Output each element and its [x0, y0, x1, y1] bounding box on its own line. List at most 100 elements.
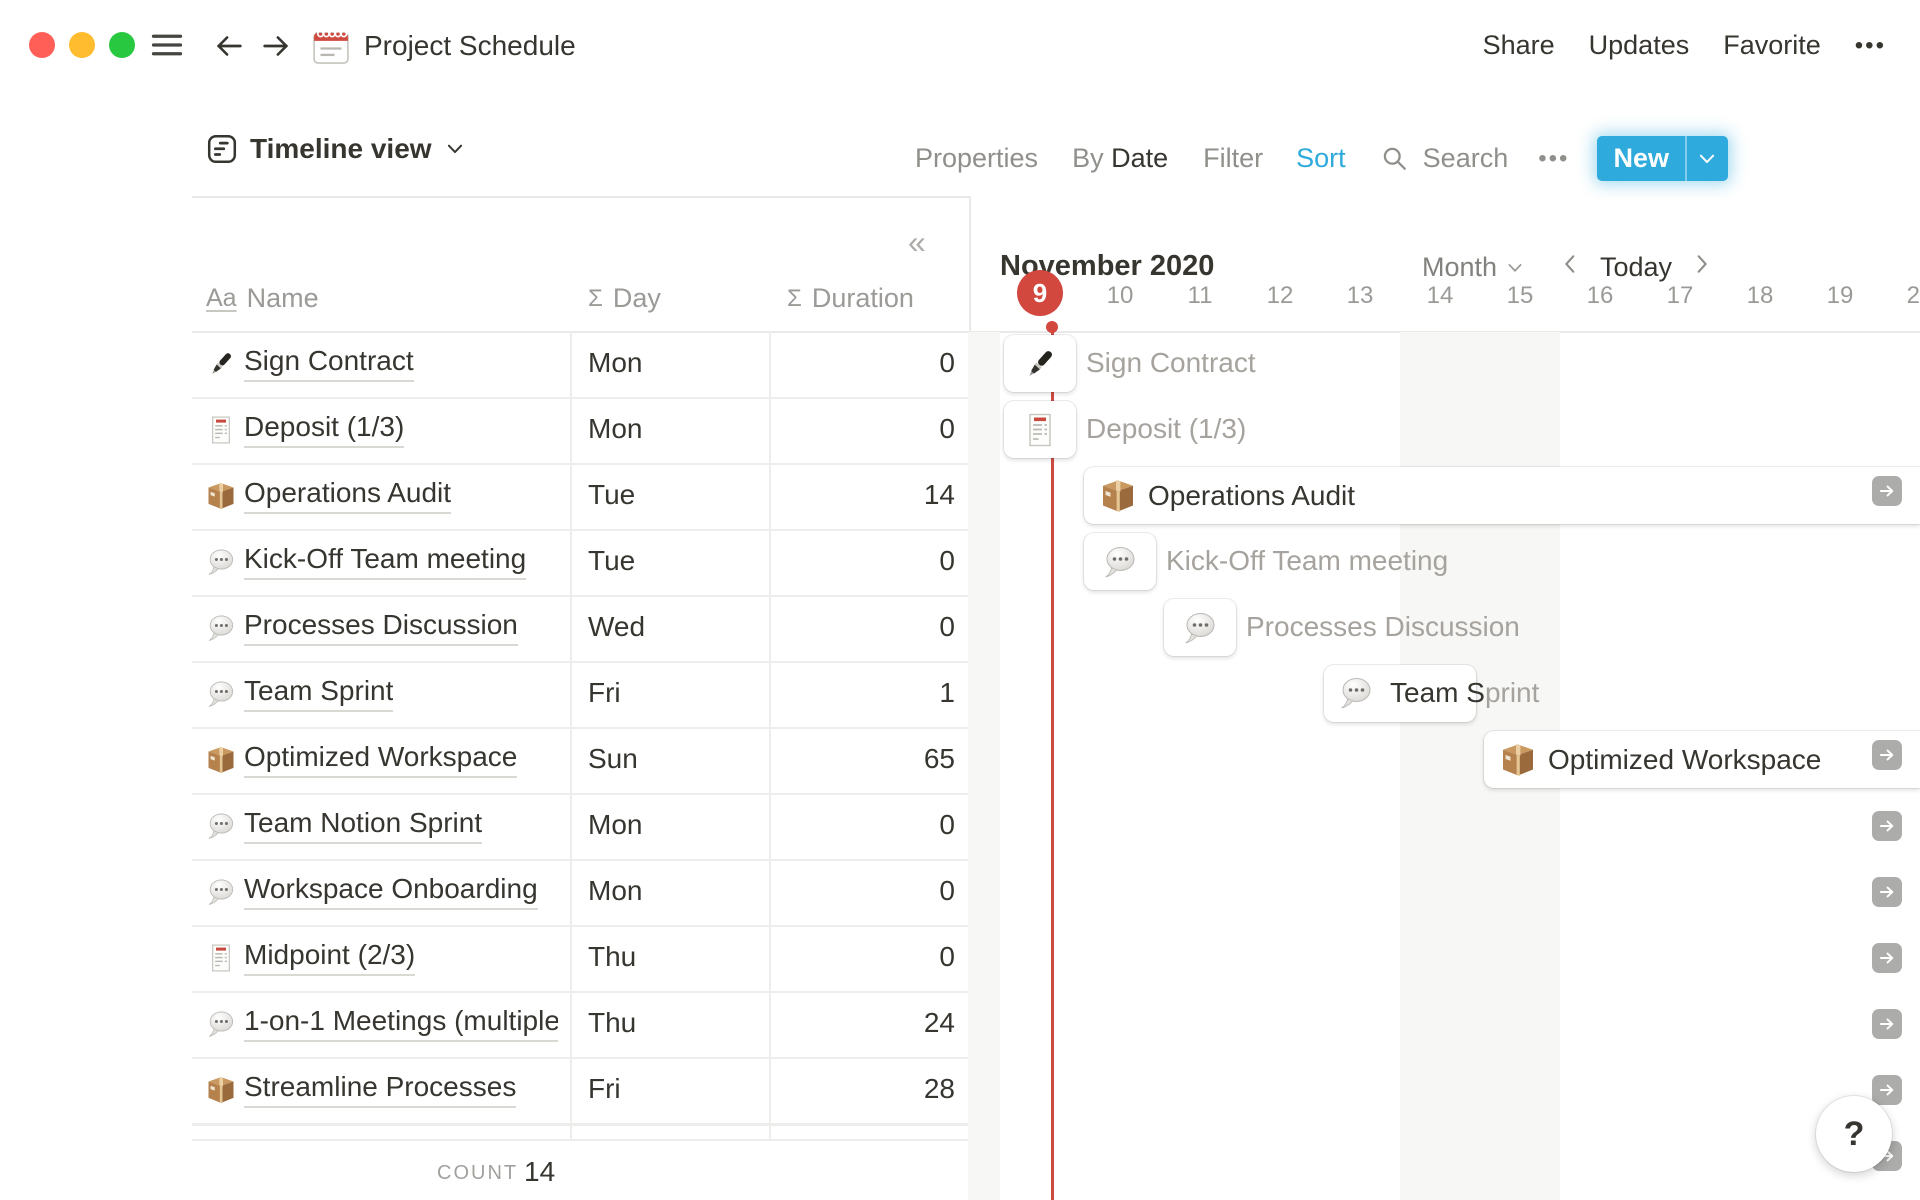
day-cell[interactable]: Tue	[588, 479, 636, 510]
help-button[interactable]: ?	[1816, 1096, 1892, 1172]
duration-cell[interactable]: 0	[939, 413, 955, 444]
timeline-next-icon[interactable]	[1690, 252, 1714, 276]
duration-cell[interactable]: 0	[939, 347, 955, 378]
column-header-name[interactable]: Aa Name	[206, 283, 319, 313]
timeline-event-label[interactable]: Kick-Off Team meeting	[1166, 545, 1449, 576]
table-row: Sign Contract Mon 0	[192, 331, 970, 397]
offscreen-item-arrow-icon[interactable]	[1872, 1009, 1902, 1039]
sidebar-menu-icon[interactable]	[148, 31, 186, 59]
new-button[interactable]: New	[1597, 136, 1728, 181]
timeline-event-label[interactable]: Deposit (1/3)	[1086, 413, 1247, 444]
toolbar-divider	[192, 196, 970, 198]
day-cell[interactable]: Thu	[588, 941, 637, 972]
page-link[interactable]: Kick-Off Team meeting	[244, 543, 527, 580]
timeline-event-bar[interactable]: Operations Audit	[1084, 467, 1920, 524]
column-header-duration[interactable]: Σ Duration	[787, 283, 914, 313]
offscreen-item-arrow-icon[interactable]	[1872, 943, 1902, 973]
duration-cell[interactable]: 24	[923, 1007, 955, 1038]
day-cell[interactable]: Wed	[588, 611, 646, 642]
column-header-day[interactable]: Σ Day	[588, 283, 661, 313]
view-switcher[interactable]: Timeline view	[206, 133, 466, 165]
day-cell[interactable]: Sun	[588, 743, 638, 774]
window-close-button[interactable]	[29, 32, 55, 58]
page-link[interactable]: Team Notion Sprint	[244, 807, 483, 844]
timeline-event-card[interactable]	[1004, 335, 1076, 392]
day-cell[interactable]: Mon	[588, 347, 643, 378]
day-cell[interactable]: Tue	[588, 545, 636, 576]
day-cell[interactable]: Mon	[588, 413, 643, 444]
duration-cell[interactable]: 0	[939, 545, 955, 576]
properties-button[interactable]: Properties	[915, 143, 1039, 173]
timeline-event-card[interactable]	[1164, 599, 1236, 656]
forward-arrow-icon[interactable]	[259, 29, 293, 63]
share-button[interactable]: Share	[1482, 30, 1555, 60]
day-cell[interactable]: Thu	[588, 1007, 637, 1038]
timeline-event-card[interactable]	[1324, 665, 1476, 722]
day-cell[interactable]: Fri	[588, 1073, 621, 1104]
speech-icon	[206, 679, 236, 709]
new-dropdown-chevron-icon[interactable]	[1687, 136, 1728, 181]
search-button[interactable]: Search	[1381, 143, 1508, 174]
page-link[interactable]: Midpoint (2/3)	[244, 939, 416, 976]
duration-cell[interactable]: 1	[939, 677, 955, 708]
timeline-today-button[interactable]: Today	[1600, 252, 1673, 282]
page-link[interactable]: Operations Audit	[244, 477, 452, 514]
duration-cell[interactable]: 28	[923, 1073, 955, 1104]
collapse-table-icon[interactable]: «	[908, 224, 926, 260]
page-link[interactable]: Deposit (1/3)	[244, 411, 405, 448]
table-row: Streamline Processes Fri 28	[192, 1057, 970, 1123]
timeline-event-label[interactable]: Team Sprint	[1390, 677, 1540, 708]
back-arrow-icon[interactable]	[212, 29, 246, 63]
spiral-calendar-icon[interactable]	[310, 24, 352, 66]
day-cell[interactable]: Fri	[588, 677, 621, 708]
page-link[interactable]: 1-on-1 Meetings (multiple	[244, 1005, 558, 1042]
window-zoom-button[interactable]	[109, 32, 135, 58]
duration-cell[interactable]: 14	[923, 479, 955, 510]
duration-cell[interactable]: 0	[939, 875, 955, 906]
page-link[interactable]: Processes Discussion	[244, 609, 518, 646]
day-header-today: 9	[1017, 270, 1063, 316]
group-by-button[interactable]: By Date	[1072, 143, 1169, 173]
count-label[interactable]: COUNT	[437, 1162, 519, 1184]
timeline-scale-selector[interactable]: Month	[1422, 252, 1525, 283]
duration-cell[interactable]: 0	[939, 611, 955, 642]
formula-property-icon: Σ	[787, 284, 802, 312]
timeline-event-card[interactable]	[1004, 401, 1076, 458]
continues-right-arrow-icon[interactable]	[1872, 740, 1902, 770]
timeline-event-bar[interactable]: Optimized Workspace	[1484, 731, 1920, 788]
chevron-down-icon	[1505, 258, 1525, 278]
updates-button[interactable]: Updates	[1588, 30, 1690, 60]
favorite-button[interactable]: Favorite	[1723, 30, 1821, 60]
timeline-event-label[interactable]: Sign Contract	[1086, 347, 1256, 378]
window-minimize-button[interactable]	[69, 32, 95, 58]
table-row: Operations Audit Tue 14	[192, 463, 970, 529]
timeline-prev-icon[interactable]	[1558, 252, 1582, 276]
offscreen-item-arrow-icon[interactable]	[1872, 1075, 1902, 1105]
offscreen-item-arrow-icon[interactable]	[1872, 877, 1902, 907]
column-divider[interactable]	[769, 331, 771, 1139]
offscreen-item-arrow-icon[interactable]	[1872, 811, 1902, 841]
filter-button[interactable]: Filter	[1203, 143, 1264, 173]
more-options-icon[interactable]: •••	[1854, 31, 1886, 59]
page-title[interactable]: Project Schedule	[364, 30, 576, 61]
sort-button[interactable]: Sort	[1296, 143, 1346, 173]
duration-cell[interactable]: 65	[923, 743, 955, 774]
page-link[interactable]: Optimized Workspace	[244, 741, 518, 778]
table-row: 1-on-1 Meetings (multiple Thu 24	[192, 991, 970, 1057]
column-divider[interactable]	[570, 331, 572, 1139]
duration-cell[interactable]: 0	[939, 809, 955, 840]
page-link[interactable]: Workspace Onboarding	[244, 873, 538, 910]
page-link[interactable]: Sign Contract	[244, 345, 414, 382]
package-icon	[206, 481, 236, 511]
day-cell[interactable]: Mon	[588, 809, 643, 840]
continues-right-arrow-icon[interactable]	[1872, 476, 1902, 506]
view-name: Timeline view	[250, 133, 432, 164]
page-link[interactable]: Team Sprint	[244, 675, 394, 712]
duration-cell[interactable]: 0	[939, 941, 955, 972]
page-link[interactable]: Streamline Processes	[244, 1071, 517, 1108]
timeline-event-card[interactable]	[1084, 533, 1156, 590]
speech-icon	[206, 613, 236, 643]
timeline-event-label[interactable]: Processes Discussion	[1246, 611, 1520, 642]
view-more-options-icon[interactable]: •••	[1538, 144, 1570, 172]
day-cell[interactable]: Mon	[588, 875, 643, 906]
